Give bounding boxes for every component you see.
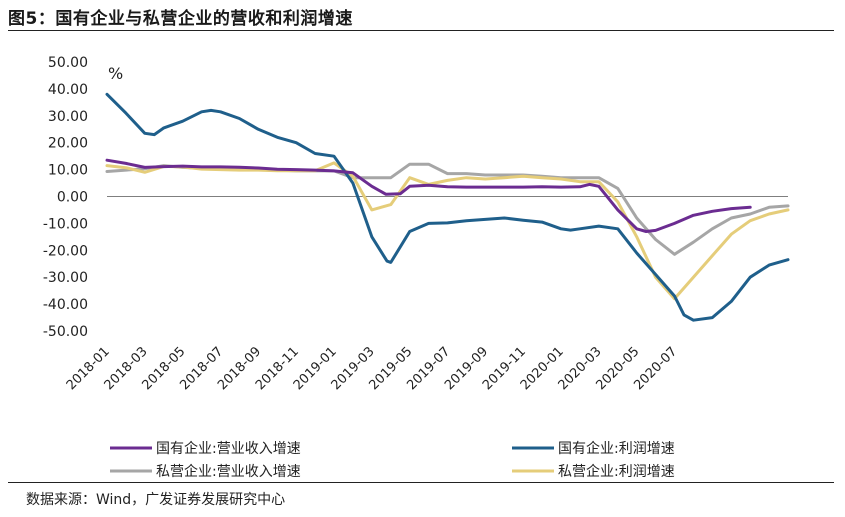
y-tick-label: 20.00 xyxy=(48,136,88,152)
figure-title: 图5：国有企业与私营企业的营收和利润增速 xyxy=(8,9,353,29)
y-tick-label: 30.00 xyxy=(48,109,88,125)
series-lines xyxy=(105,92,790,322)
legend-label: 私营企业:利润增速 xyxy=(558,463,675,480)
y-tick-label: 10.00 xyxy=(48,163,88,179)
legend-label: 私营企业:营业收入增速 xyxy=(156,463,301,480)
y-tick-label: 0.00 xyxy=(57,190,88,206)
x-tick-labels: 2018-012018-032018-052018-072018-092018-… xyxy=(64,344,681,393)
y-tick-label: -20.00 xyxy=(43,243,88,259)
y-tick-labels: 50.00 40.00 30.00 20.00 10.00 0.00 -10.00 -20.0… xyxy=(43,55,88,340)
y-tick-label: -10.00 xyxy=(43,216,88,232)
y-tick-label: -30.00 xyxy=(43,270,88,286)
legend-label: 国有企业:利润增速 xyxy=(558,440,675,457)
legend-label: 国有企业:营业收入增速 xyxy=(156,440,301,457)
source-note: 数据来源：Wind，广发证券发展研究中心 xyxy=(26,492,286,508)
y-tick-label: 50.00 xyxy=(48,55,88,71)
footer-divider xyxy=(8,482,834,483)
series-line xyxy=(105,162,790,256)
series-line xyxy=(105,161,790,301)
y-tick-label: 40.00 xyxy=(48,82,88,98)
series-line xyxy=(105,92,790,322)
y-unit-label: % xyxy=(108,64,123,83)
y-tick-label: -40.00 xyxy=(43,297,88,313)
series-line xyxy=(105,158,752,233)
title-divider xyxy=(8,30,834,31)
y-tick-label: -50.00 xyxy=(43,324,88,340)
